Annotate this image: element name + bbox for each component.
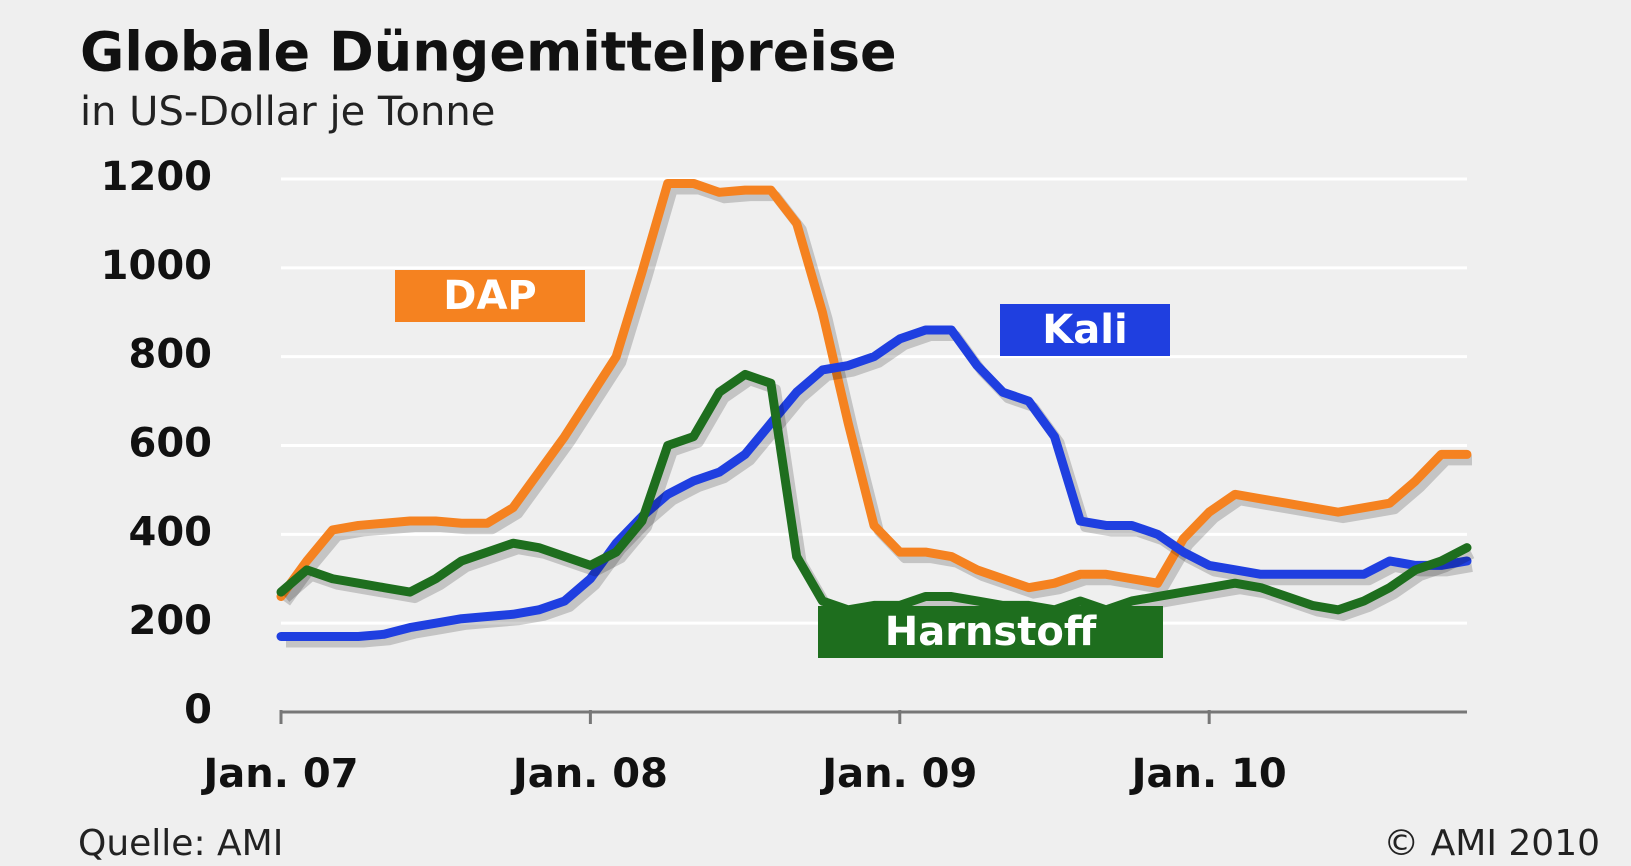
series-line	[276, 178, 1472, 602]
y-tick-label: 800	[129, 332, 213, 378]
y-tick-label: 1000	[101, 243, 212, 289]
series-line	[276, 325, 1472, 641]
shadow	[286, 331, 1473, 648]
chart-title: Globale Düngemittelpreise	[80, 21, 897, 84]
x-tick-label: Jan. 08	[510, 751, 668, 797]
y-tick-label: 200	[129, 598, 213, 644]
series-label: DAP	[443, 273, 536, 319]
source: Quelle: AMI	[78, 823, 283, 864]
x-tick-label: Jan. 10	[1129, 751, 1287, 797]
series-label-box	[818, 606, 1163, 658]
copyright: © AMI 2010	[1383, 823, 1600, 864]
x-tick-label: Jan. 09	[819, 751, 977, 797]
y-tick-label: 600	[129, 421, 213, 467]
series-label: Harnstoff	[885, 609, 1097, 655]
series-label-box	[1000, 304, 1170, 356]
series-label: Kali	[1042, 307, 1127, 353]
y-tick-label: 400	[129, 509, 213, 555]
y-tick-label: 0	[184, 687, 212, 733]
series-label-box	[395, 270, 585, 322]
y-tick-label: 1200	[101, 154, 212, 200]
chart-subtitle: in US-Dollar je Tonne	[80, 89, 495, 135]
x-tick-label: Jan. 07	[200, 751, 358, 797]
series-line	[276, 369, 1472, 615]
shadow	[281, 184, 1472, 606]
